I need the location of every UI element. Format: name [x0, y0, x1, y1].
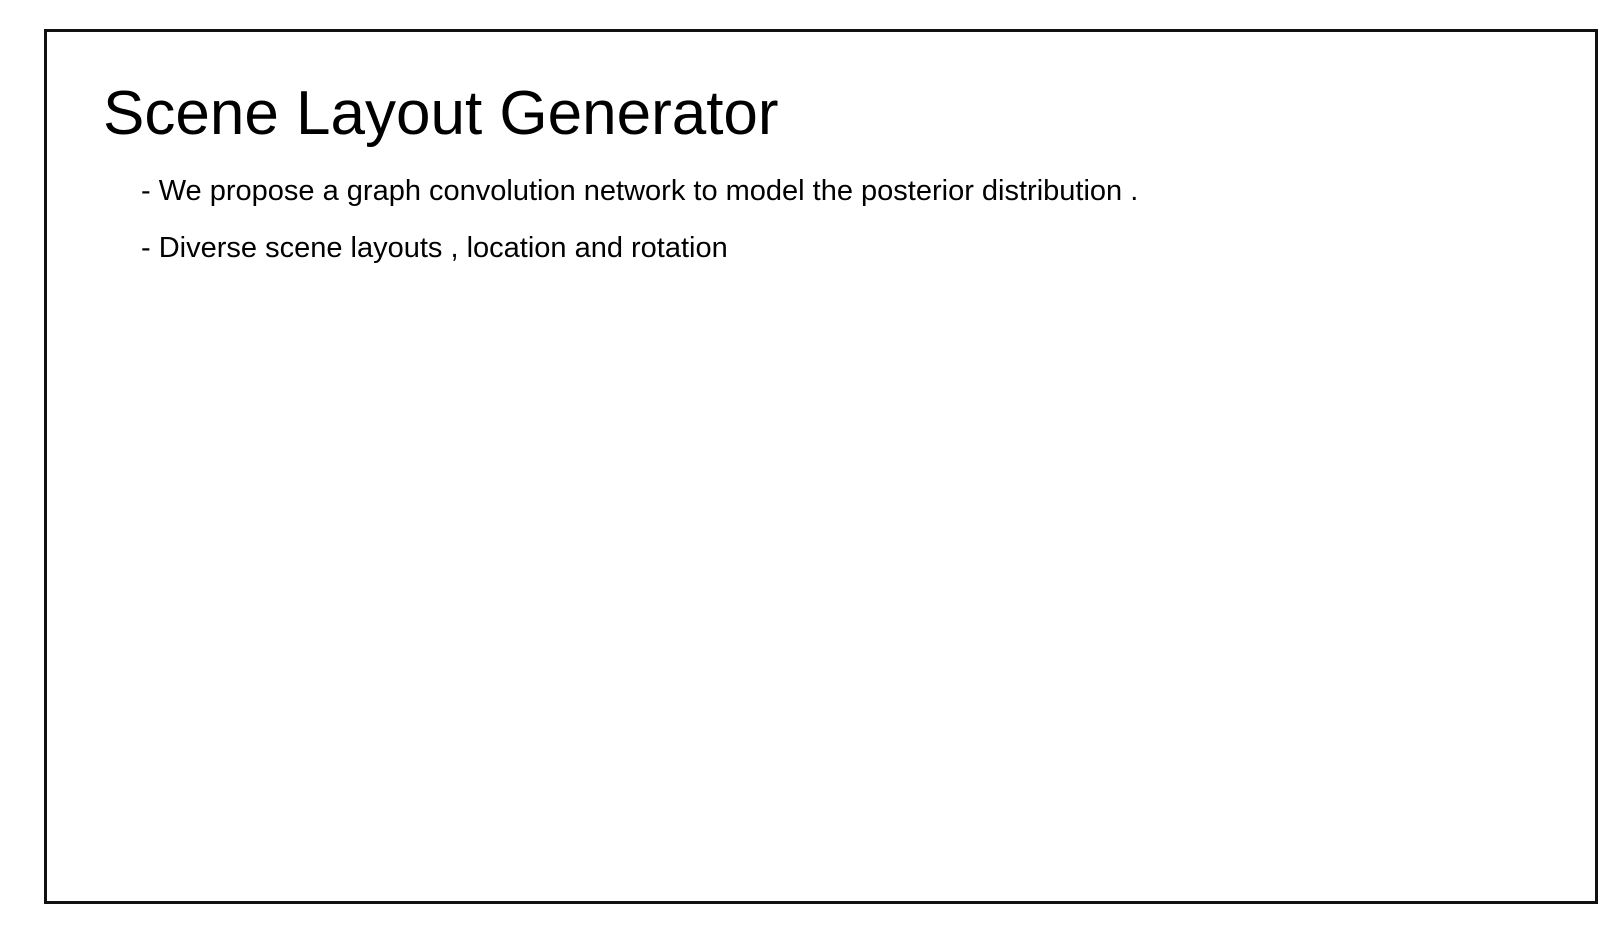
bullet-list: - We propose a graph convolution network…: [141, 174, 1138, 288]
bullet-item-diverse-layouts: - Diverse scene layouts , location and r…: [141, 232, 728, 264]
slide-frame: Scene Layout Generator - We propose a gr…: [44, 29, 1598, 904]
bullet-item-posterior-distribution: - We propose a graph convolution network…: [141, 175, 1139, 207]
slide-title: Scene Layout Generator: [103, 79, 779, 148]
